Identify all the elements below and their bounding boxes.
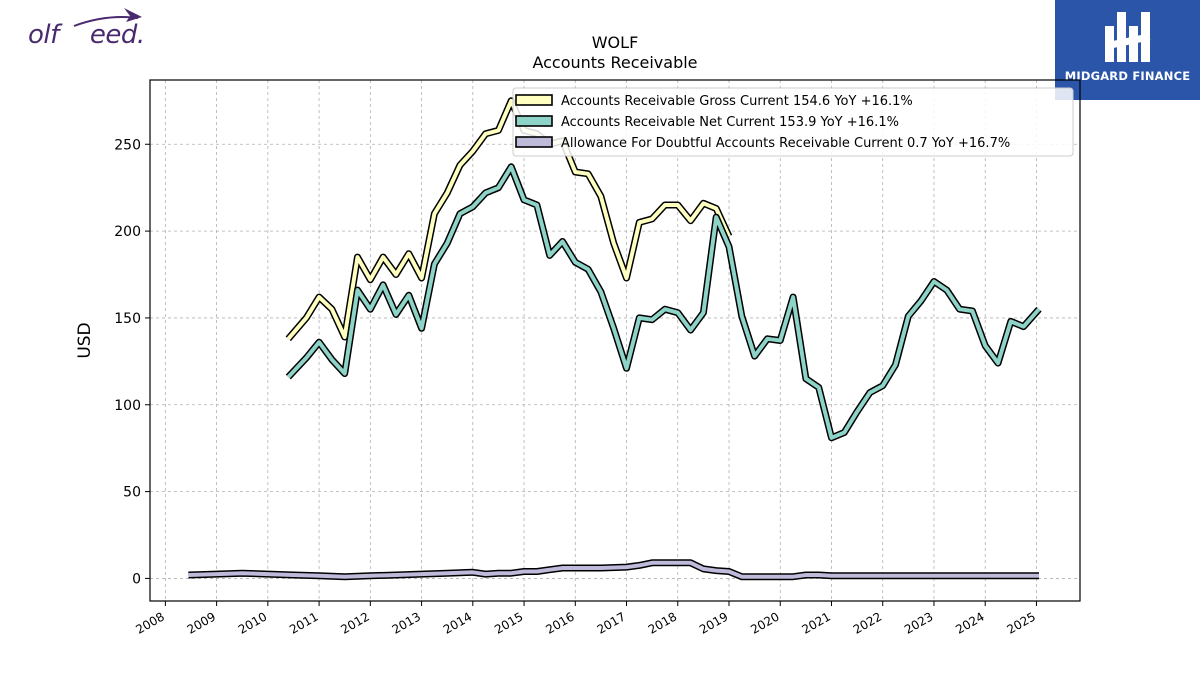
legend-entry: Allowance For Doubtful Accounts Receivab… [561,136,1010,151]
x-tick-label: 2013 [390,609,423,636]
plot-frame [149,79,1081,602]
y-tick-label: 150 [114,311,141,327]
x-tick-label: 2019 [697,609,730,636]
olf-eed-logo: olf eed. [28,8,158,52]
midgard-finance-logo: MIDGARD FINANCE [1055,0,1200,100]
x-tick-label: 2015 [492,609,525,636]
series-line-0 [286,98,731,341]
legend-entry: Accounts Receivable Net Current 153.9 Yo… [561,115,899,130]
x-tick-label: 2025 [1004,609,1037,636]
y-axis-label: USD [75,322,95,358]
midgard-mark-icon [1104,12,1151,62]
y-tick-label: 0 [132,571,141,587]
olf-eed-logo-text: olf eed. [28,20,145,50]
y-tick-label: 50 [123,485,141,501]
legend: Accounts Receivable Gross Current 154.6 … [512,87,1074,157]
x-tick-label: 2021 [800,609,833,636]
y-tick-label: 200 [114,224,141,240]
x-tick-label: 2022 [851,609,884,636]
legend-swatch [515,115,553,127]
x-tick-label: 2012 [338,609,371,636]
y-tick-label: 250 [114,137,141,153]
x-tick-label: 2017 [595,609,628,636]
series-line-1 [286,164,1041,440]
series-line-2 [188,560,1039,579]
chart-subtitle: Accounts Receivable [532,53,698,72]
x-tick-label: 2016 [543,609,576,636]
x-tick-label: 2023 [902,609,935,636]
x-tick-label: 2018 [646,609,679,636]
y-tick-label: 100 [114,398,141,414]
midgard-finance-label: MIDGARD FINANCE [1064,69,1191,83]
legend-entry: Accounts Receivable Gross Current 154.6 … [561,94,913,109]
x-tick-label: 2024 [953,609,986,636]
x-tick-label: 2009 [185,609,218,636]
chart-title: WOLF [591,33,639,52]
x-tick-label: 2010 [236,609,269,636]
x-tick-label: 2008 [133,609,166,636]
x-tick-label: 2011 [287,609,320,636]
x-tick-label: 2014 [441,609,474,636]
legend-box [512,87,1074,157]
legend-swatch [515,94,553,106]
x-tick-label: 2020 [748,609,781,636]
legend-swatch [515,136,553,148]
plane-swoosh-icon [73,8,142,27]
